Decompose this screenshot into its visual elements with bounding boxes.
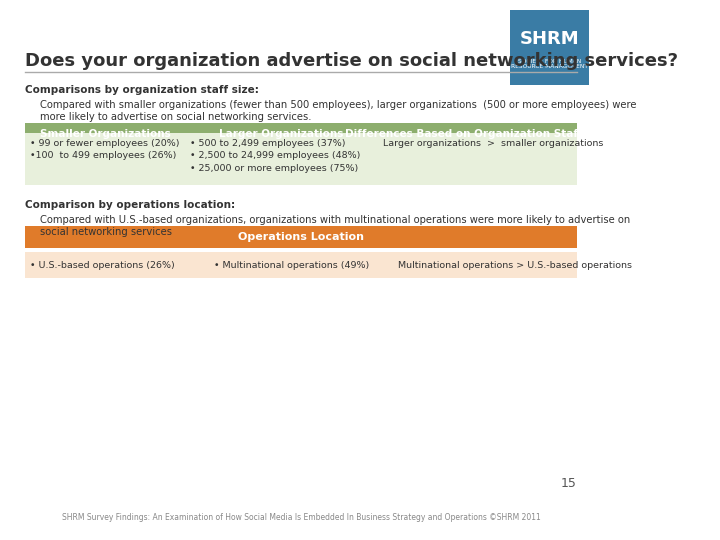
Text: • Multinational operations (49%): • Multinational operations (49%) <box>214 260 369 269</box>
FancyBboxPatch shape <box>378 123 577 145</box>
FancyBboxPatch shape <box>185 123 378 145</box>
Text: Larger organizations  >  smaller organizations: Larger organizations > smaller organizat… <box>383 139 603 148</box>
Text: SHRM: SHRM <box>520 30 580 48</box>
Text: • 500 to 2,499 employees (37%)
• 2,500 to 24,999 employees (48%)
• 25,000 or mor: • 500 to 2,499 employees (37%) • 2,500 t… <box>190 139 361 173</box>
Text: • 99 or fewer employees (20%)
•100  to 499 employees (26%): • 99 or fewer employees (20%) •100 to 49… <box>30 139 179 160</box>
Text: • U.S.-based operations (26%): • U.S.-based operations (26%) <box>30 260 175 269</box>
Text: Multinational operations > U.S.-based operations: Multinational operations > U.S.-based op… <box>398 260 632 269</box>
FancyBboxPatch shape <box>510 10 589 85</box>
Text: Comparison by operations location:: Comparison by operations location: <box>25 200 235 210</box>
FancyBboxPatch shape <box>25 226 577 248</box>
Text: 15: 15 <box>561 477 577 490</box>
FancyBboxPatch shape <box>25 133 577 185</box>
Text: SOCIETY FOR HUMAN
RESOURCE MANAGEMENT: SOCIETY FOR HUMAN RESOURCE MANAGEMENT <box>511 59 588 70</box>
FancyBboxPatch shape <box>25 252 577 278</box>
Text: Comparisons by organization staff size:: Comparisons by organization staff size: <box>25 85 259 95</box>
Text: Differences Based on Organization Staff Size: Differences Based on Organization Staff … <box>345 129 611 139</box>
Text: SHRM Survey Findings: An Examination of How Social Media Is Embedded In Business: SHRM Survey Findings: An Examination of … <box>61 513 540 522</box>
Text: Operations Location: Operations Location <box>238 232 364 242</box>
FancyBboxPatch shape <box>25 123 185 145</box>
Text: Compared with smaller organizations (fewer than 500 employees), larger organizat: Compared with smaller organizations (few… <box>40 100 636 122</box>
Text: Compared with U.S.-based organizations, organizations with multinational operati: Compared with U.S.-based organizations, … <box>40 215 631 237</box>
Text: Does your organization advertise on social networking services?: Does your organization advertise on soci… <box>25 52 678 70</box>
Text: Smaller Organizations: Smaller Organizations <box>40 129 171 139</box>
Text: Larger Organizations: Larger Organizations <box>220 129 343 139</box>
